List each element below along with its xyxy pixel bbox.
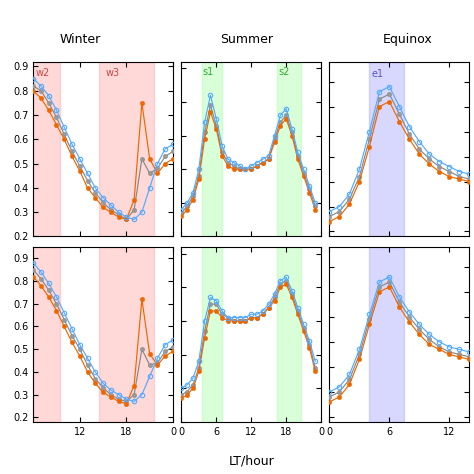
Text: LT/hour: LT/hour — [228, 455, 274, 467]
Text: Equinox: Equinox — [383, 33, 432, 46]
Bar — [369, 247, 404, 422]
Bar — [202, 247, 222, 422]
Bar — [99, 62, 154, 237]
Text: Winter: Winter — [60, 33, 101, 46]
Bar — [369, 62, 404, 237]
Text: s2: s2 — [279, 67, 290, 77]
Bar — [33, 247, 60, 422]
Text: e1: e1 — [372, 69, 383, 79]
Bar — [99, 247, 154, 422]
Bar — [277, 247, 301, 422]
Text: w2: w2 — [36, 68, 50, 78]
Bar — [277, 62, 301, 237]
Text: s1: s1 — [203, 67, 214, 77]
Bar — [202, 62, 222, 237]
Bar — [33, 62, 60, 237]
Text: w3: w3 — [105, 68, 119, 78]
Text: Summer: Summer — [220, 33, 273, 46]
